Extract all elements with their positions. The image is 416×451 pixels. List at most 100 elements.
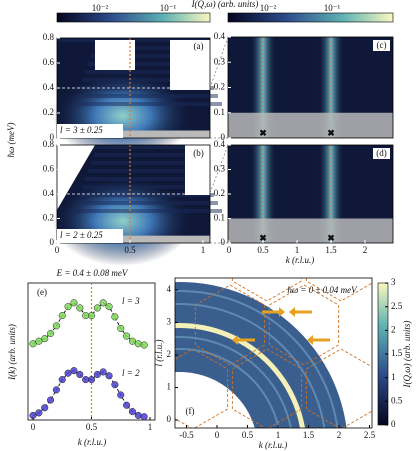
tag-bg [373, 148, 390, 159]
colorbar-tick-label: 10⁻¹ [160, 3, 177, 13]
heatmap-row [94, 153, 194, 157]
x-tick-label: 0 [227, 245, 232, 255]
colorbar-tick-label: 3 [391, 277, 396, 287]
data-point [29, 340, 37, 348]
data-point [58, 312, 66, 320]
x-axis-label: k (r.l.u.) [286, 255, 315, 265]
map-ring-bright [175, 323, 305, 428]
marker: ✖ [327, 128, 335, 138]
data-point [47, 396, 55, 404]
heatmap-row [91, 54, 198, 58]
y-axis-label: l (r.l.u.) [154, 339, 164, 366]
connector [209, 144, 229, 194]
data-point [128, 408, 136, 416]
data-point [93, 370, 101, 379]
panel-tag: (f) [186, 406, 195, 416]
y-tick-label: 0.2 [43, 107, 54, 117]
y-tick-label: 1 [167, 382, 172, 392]
y-tick-label: 0.4 [43, 82, 55, 92]
marker: ✖ [327, 233, 335, 243]
x-tick-label: 1.5 [325, 245, 337, 255]
data-point [29, 411, 37, 419]
y-tick-label: 0.3 [214, 164, 226, 174]
x-tick-label: 0 [215, 430, 220, 440]
y-tick-label: 0.2 [214, 188, 225, 198]
data-point [70, 367, 78, 375]
heatmap-glow [52, 175, 193, 266]
colorbar [56, 12, 211, 23]
marker: ✖ [259, 233, 267, 243]
axes-frame [174, 277, 373, 429]
colorbar-tick-label: 10⁻² [260, 3, 277, 13]
data-point [134, 411, 142, 419]
colorbar-tick-label: 1.5 [391, 348, 403, 358]
heatmap-row [91, 161, 198, 165]
y-tick-label: 0.8 [43, 139, 55, 149]
lattice-line [231, 348, 303, 428]
arrow-head [307, 335, 313, 345]
missing-data [95, 40, 135, 70]
panel-tag: (b) [193, 148, 204, 158]
map [175, 278, 372, 428]
annotation-bg [57, 124, 123, 138]
heatmap-row [57, 145, 210, 149]
marker: ✖ [259, 128, 267, 138]
colorbar-tick-label: 0.5 [391, 395, 403, 405]
data-point [105, 372, 113, 380]
x-tick-label: 0.5 [124, 245, 136, 255]
data-point [58, 376, 66, 384]
annotation-bg [57, 229, 123, 243]
data-point [93, 304, 101, 312]
data-point [87, 312, 96, 320]
y-tick-label: 0 [50, 132, 55, 142]
data-point [117, 391, 125, 399]
y-axis-label: I(k) (arb. units) [7, 324, 17, 381]
data-point [140, 413, 148, 421]
lattice-line [305, 278, 372, 302]
tag-bg [373, 40, 390, 51]
x-axis-label: k (r.l.u.) [259, 440, 288, 450]
x-tick-label: 2 [363, 245, 368, 255]
x-tick-label: 0 [31, 422, 36, 432]
arrow-head [279, 307, 285, 317]
elastic-band [57, 235, 210, 243]
y-tick-label: 0.6 [43, 164, 55, 174]
colorbar-tick-label: 10⁻² [92, 3, 109, 13]
heatmap-row [85, 177, 206, 181]
lattice-line [194, 284, 266, 366]
data-point [64, 303, 72, 311]
panel-tag: (c) [377, 40, 387, 50]
x-tick-label: 0.5 [242, 430, 254, 440]
x-tick-label: 1 [148, 422, 153, 432]
y-tick-label: 0 [167, 414, 172, 424]
panel-tag: (a) [194, 41, 204, 51]
heatmap-row [88, 169, 202, 173]
x-tick-label: -0.5 [179, 430, 194, 440]
legend-label: l = 3 [122, 296, 140, 306]
colorbar-tick-label: 2 [391, 324, 396, 334]
panel-tag: (e) [37, 287, 47, 297]
heatmap-row [73, 209, 222, 213]
y-tick-label: 0.6 [43, 57, 55, 67]
heatmap-row [82, 185, 210, 189]
y-tick-label: 0.1 [214, 107, 225, 117]
missing-data [57, 145, 95, 210]
x-axis-label: k (r.l.u.) [78, 437, 107, 447]
data-point [123, 401, 131, 409]
data-point [64, 369, 72, 377]
arrow-head [232, 335, 238, 345]
heatmap-row [94, 46, 194, 50]
data-point [140, 341, 148, 349]
y-tick-label: 0.4 [214, 139, 226, 149]
heatmap-row [85, 70, 206, 74]
data-point [105, 303, 113, 311]
y-tick-label: 2 [167, 349, 172, 359]
lattice-line [268, 284, 340, 366]
lattice-line [231, 278, 303, 302]
x-tick-label: 2.5 [364, 430, 376, 440]
data-point [70, 299, 78, 307]
x-tick-label: 0 [55, 245, 60, 255]
connector [209, 36, 229, 89]
y-tick-label: 0.2 [43, 213, 54, 223]
legend-label: l = 2 [122, 368, 140, 378]
